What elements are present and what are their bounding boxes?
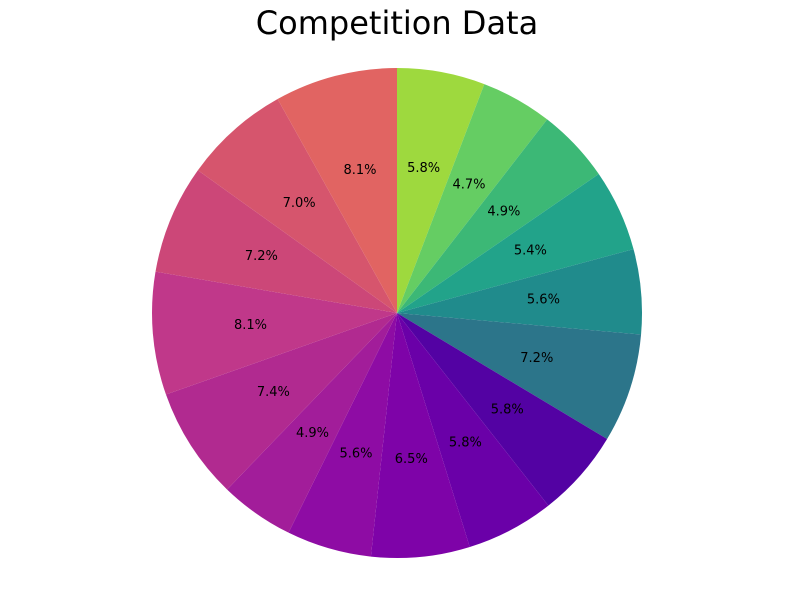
slice-percent-label: 8.1% xyxy=(343,163,376,178)
pie-slice xyxy=(397,84,548,313)
pie-slice xyxy=(151,271,397,395)
slice-percent-label: 5.8% xyxy=(407,161,440,176)
pie-slice xyxy=(397,313,642,440)
slice-percent-label: 4.9% xyxy=(296,426,329,441)
pie-slice xyxy=(397,313,608,506)
pie-slice xyxy=(165,313,397,490)
slice-percent-label: 5.4% xyxy=(514,244,547,259)
slice-percent-label: 7.4% xyxy=(257,385,290,400)
chart-title: Competition Data xyxy=(255,4,539,42)
slice-percent-label: 5.6% xyxy=(527,293,560,308)
pie-slice xyxy=(397,68,485,313)
pie-slice xyxy=(197,99,397,314)
pie-slice xyxy=(397,313,549,547)
pie-slice xyxy=(277,68,397,313)
pie-slice xyxy=(397,119,599,314)
pie-slice xyxy=(155,170,397,313)
slice-percent-label: 5.8% xyxy=(491,403,524,418)
slice-percent-label: 5.6% xyxy=(339,447,372,462)
pie-slice xyxy=(227,313,397,533)
slice-percent-label: 4.9% xyxy=(487,205,520,220)
slice-percent-label: 7.2% xyxy=(520,351,553,366)
pie-slice xyxy=(288,313,397,557)
pie-slice xyxy=(370,313,470,558)
slice-percent-label: 7.0% xyxy=(283,196,316,211)
slice-percent-label: 7.2% xyxy=(245,249,278,264)
slice-percent-label: 8.1% xyxy=(234,318,267,333)
slice-percent-label: 4.7% xyxy=(453,177,486,192)
slice-percent-label: 5.8% xyxy=(449,436,482,451)
pie-slice xyxy=(397,174,634,313)
slice-percent-label: 6.5% xyxy=(395,452,428,467)
pie-slice xyxy=(397,249,642,335)
